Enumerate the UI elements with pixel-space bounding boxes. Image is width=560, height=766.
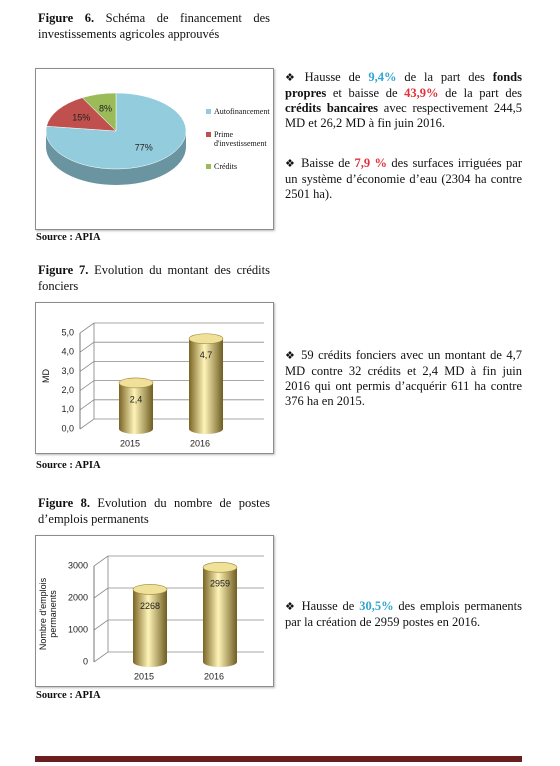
figure-number: Figure 7. bbox=[38, 263, 89, 277]
legend: Autofinancement Prime d'investissement Cré… bbox=[206, 107, 276, 185]
chart-box: 0,0 1,0 2,0 3,0 4,0 5,0 2,4 2015 4,7 2016 MD bbox=[35, 302, 274, 454]
pie-chart: 77% 15% 8% bbox=[45, 92, 187, 185]
bar bbox=[189, 338, 223, 429]
bullet: Hausse de 9,4% de la part des fonds prop… bbox=[285, 70, 522, 131]
figure-caption: Figure 8. Evolution du nombre de postes … bbox=[38, 495, 270, 527]
chart-box: 0 1000 2000 3000 2268 2015 2959 2016 Nombre d'em… bbox=[35, 535, 274, 687]
text: de la part des bbox=[438, 86, 522, 100]
figure-title: Evolution du nombre de postes d’emplois … bbox=[38, 496, 271, 526]
text: des emplois permanents par la création d… bbox=[285, 599, 522, 629]
bar bbox=[133, 589, 167, 662]
bullet: 59 crédits fonciers avec un montant de 4… bbox=[285, 348, 522, 409]
grid-line bbox=[79, 341, 264, 353]
chart-box: 77% 15% 8% Autofinancement Prime d'investiss… bbox=[35, 68, 274, 230]
text: Baisse de bbox=[301, 156, 355, 170]
data-label: 2,4 bbox=[130, 394, 143, 404]
x-tick-label: 2016 bbox=[204, 671, 224, 681]
data-label: 2268 bbox=[140, 601, 160, 611]
text: avec respectivement 244,5 MD et 26,2 MD … bbox=[285, 101, 522, 130]
bar-top bbox=[202, 562, 238, 573]
pie-slice bbox=[81, 92, 117, 132]
legend-item: Crédits bbox=[206, 162, 276, 171]
bullet: Hausse de 30,5% des emplois permanents p… bbox=[285, 599, 522, 630]
grid-line bbox=[93, 651, 264, 663]
text: Hausse de bbox=[301, 599, 360, 613]
text: crédits bancaires bbox=[285, 101, 379, 115]
y-tick-label: 1000 bbox=[68, 624, 88, 634]
legend-label: Prime d'investissement bbox=[214, 130, 267, 148]
y-tick-label: 0,0 bbox=[61, 423, 74, 433]
legend-swatch bbox=[206, 164, 211, 169]
bar bbox=[119, 382, 153, 429]
highlight: 7,9 % bbox=[354, 156, 387, 170]
bar-chart: 0,0 1,0 2,0 3,0 4,0 5,0 2,4 2015 4,7 2016 bbox=[61, 322, 264, 448]
highlight: 43,9% bbox=[404, 86, 439, 100]
data-label: 8% bbox=[99, 103, 112, 113]
source: Source : APIA bbox=[36, 460, 101, 471]
y-tick-label: 3,0 bbox=[61, 366, 74, 376]
grid-line bbox=[93, 555, 264, 567]
text: de la part des bbox=[396, 70, 493, 84]
y-axis-label: MD bbox=[41, 369, 51, 383]
figure-number: Figure 6. bbox=[38, 11, 95, 25]
bullet: Baisse de 7,9 % des surfaces irriguées p… bbox=[285, 156, 522, 202]
grid-line bbox=[93, 619, 264, 631]
bar-top bbox=[118, 377, 154, 389]
figure-number: Figure 8. bbox=[38, 496, 90, 510]
legend-swatch bbox=[206, 132, 211, 137]
legend-label: Autofinancement bbox=[214, 107, 270, 116]
grid-line bbox=[79, 361, 264, 372]
y-tick-label: 0 bbox=[83, 656, 88, 666]
bar-top bbox=[132, 584, 168, 595]
x-tick-label: 2015 bbox=[120, 438, 140, 448]
source: Source : APIA bbox=[36, 232, 101, 243]
y-tick-label: 1,0 bbox=[61, 404, 74, 414]
figure-caption: Figure 6. Schéma de financement des inve… bbox=[38, 10, 270, 42]
highlight: 9,4% bbox=[368, 70, 397, 84]
pie-slice-side bbox=[46, 131, 186, 185]
figure-title: Schéma de financement des investissement… bbox=[38, 11, 271, 41]
legend-swatch bbox=[206, 109, 211, 114]
source: Source : APIA bbox=[36, 690, 101, 701]
text: Hausse de bbox=[304, 70, 369, 84]
figure-caption: Figure 7. Evolution du montant des crédi… bbox=[38, 262, 270, 294]
x-tick-label: 2016 bbox=[190, 438, 210, 448]
text: et baisse de bbox=[326, 86, 405, 100]
legend-item: Autofinancement bbox=[206, 107, 276, 116]
data-label: 4,7 bbox=[200, 350, 213, 360]
text: 59 crédits fonciers avec un montant de 4… bbox=[285, 348, 522, 408]
bar bbox=[203, 567, 237, 662]
y-tick-label: 2000 bbox=[68, 592, 88, 602]
legend-label: Crédits bbox=[214, 162, 238, 171]
grid-line bbox=[79, 399, 264, 411]
x-tick-label: 2015 bbox=[134, 671, 154, 681]
highlight: 30,5% bbox=[359, 599, 394, 613]
bar-chart: 0 1000 2000 3000 2268 2015 2959 2016 bbox=[68, 555, 264, 681]
y-tick-label: 5,0 bbox=[61, 327, 74, 337]
figure-title: Evolution du montant des crédits foncier… bbox=[38, 263, 270, 293]
bar-top bbox=[188, 333, 224, 345]
data-label: 15% bbox=[72, 113, 90, 123]
data-label: 77% bbox=[135, 142, 153, 152]
grid-line bbox=[79, 322, 264, 334]
pie-slice bbox=[46, 97, 117, 132]
y-tick-label: 4,0 bbox=[61, 347, 74, 357]
y-tick-label: 2,0 bbox=[61, 385, 74, 395]
text: fonds propres bbox=[285, 70, 522, 100]
legend-item: Prime d'investissement bbox=[206, 130, 276, 148]
footer-bar bbox=[35, 756, 522, 762]
grid-line bbox=[93, 587, 264, 599]
grid-line bbox=[79, 418, 264, 430]
data-label: 2959 bbox=[210, 579, 230, 589]
y-tick-label: 3000 bbox=[68, 560, 88, 570]
y-axis-label: Nombre d'emplois permanents bbox=[38, 577, 58, 651]
text: des surfaces irriguées par un système d’… bbox=[285, 156, 522, 201]
grid-line bbox=[79, 380, 264, 391]
